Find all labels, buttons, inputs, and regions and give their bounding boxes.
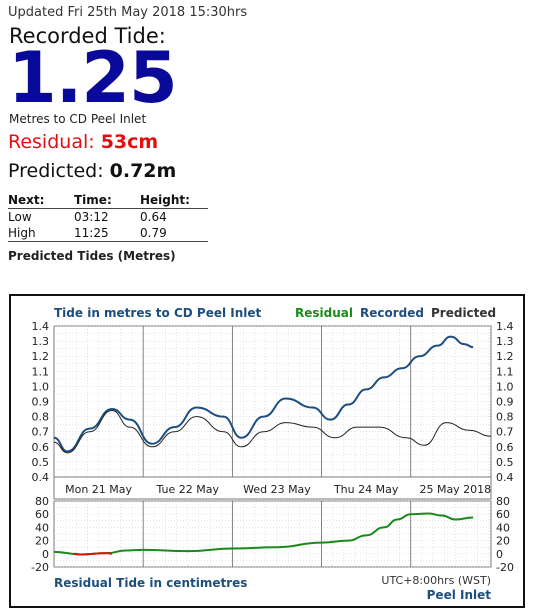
residual-y-tick-left: 60 <box>35 508 49 521</box>
predicted-tides-caption: Predicted Tides (Metres) <box>8 249 176 263</box>
table-row: Low 03:12 0.64 <box>8 209 208 226</box>
x-tick-label: 25 May 2018 <box>419 483 491 496</box>
residual-readout: Residual: 53cm <box>8 131 158 153</box>
residual-y-tick-left: 0 <box>42 548 49 561</box>
y-tick-label-left: 1.2 <box>32 350 50 363</box>
y-tick-label-right: 1.0 <box>496 380 514 393</box>
table-row: High 11:25 0.79 <box>8 225 208 242</box>
residual-series-line <box>53 512 474 556</box>
residual-y-tick-left: 80 <box>35 495 49 508</box>
residual-y-tick-left: 20 <box>35 535 49 548</box>
x-label-band <box>53 476 492 500</box>
residual-y-tick-left: -20 <box>31 561 49 574</box>
y-tick-label-right: 0.8 <box>496 411 514 424</box>
residual-value: 53cm <box>100 131 159 153</box>
y-tick-label-left: 1.3 <box>32 335 50 348</box>
x-tick-label: Wed 23 May <box>243 483 311 496</box>
legend-residual: Residual <box>295 306 353 320</box>
residual-plot-area <box>53 500 492 568</box>
y-tick-label-right: 0.7 <box>496 426 514 439</box>
y-tick-label-left: 0.9 <box>32 396 50 409</box>
location-label: Peel Inlet <box>427 588 492 602</box>
top-plot-area <box>53 325 492 478</box>
table-header-row: Next: Time: Height: <box>8 192 208 209</box>
predicted-series-line <box>53 410 492 454</box>
y-tick-label-left: 0.6 <box>32 441 50 454</box>
y-tick-label-right: 1.4 <box>496 320 514 333</box>
row-time: 03:12 <box>74 210 109 224</box>
predicted-value: 0.72m <box>109 160 177 182</box>
predicted-readout: Predicted: 0.72m <box>8 160 176 182</box>
row-type: High <box>8 225 74 242</box>
y-tick-label-right: 1.3 <box>496 335 514 348</box>
header-height: Height: <box>140 192 208 209</box>
recorded-tide-unit: Metres to CD Peel Inlet <box>9 112 147 126</box>
y-tick-label-right: 1.2 <box>496 350 514 363</box>
residual-negative-segment <box>73 552 113 556</box>
y-tick-label-left: 1.0 <box>32 380 50 393</box>
residual-label: Residual: <box>8 131 101 153</box>
residual-y-tick-right: 40 <box>496 521 510 534</box>
residual-y-tick-right: 0 <box>496 548 503 561</box>
y-tick-label-right: 0.5 <box>496 456 514 469</box>
row-type: Low <box>8 210 32 224</box>
row-height: 0.64 <box>140 210 167 224</box>
residual-chart-title: Residual Tide in centimetres <box>54 576 247 590</box>
header-next: Next: <box>8 192 74 209</box>
updated-timestamp: Updated Fri 25th May 2018 15:30hrs <box>8 5 248 20</box>
chart-title: Tide in metres to CD Peel Inlet <box>54 306 262 320</box>
y-tick-label-right: 1.1 <box>496 365 514 378</box>
tide-chart: Tide in metres to CD Peel Inlet Residual… <box>31 306 514 602</box>
legend-predicted: Predicted <box>431 306 496 320</box>
residual-y-tick-right: 20 <box>496 535 510 548</box>
row-height: 0.79 <box>140 225 208 242</box>
timezone-label: UTC+8:00hrs (WST) <box>381 574 491 587</box>
y-tick-label-left: 0.7 <box>32 426 50 439</box>
x-tick-label: Tue 22 May <box>156 483 220 496</box>
tide-chart-frame: Tide in metres to CD Peel Inlet Residual… <box>9 294 525 608</box>
recorded-series-line <box>53 335 474 453</box>
y-tick-label-left: 0.8 <box>32 411 50 424</box>
residual-y-tick-right: -20 <box>496 561 514 574</box>
y-tick-label-right: 0.4 <box>496 471 514 484</box>
y-tick-label-left: 1.4 <box>32 320 50 333</box>
y-tick-label-left: 0.4 <box>32 471 50 484</box>
row-time: 11:25 <box>74 225 140 242</box>
header-time: Time: <box>74 192 140 209</box>
legend-recorded: Recorded <box>360 306 424 320</box>
recorded-tide-title: Recorded Tide: <box>9 24 166 48</box>
residual-y-tick-right: 60 <box>496 508 510 521</box>
y-tick-label-left: 1.1 <box>32 365 50 378</box>
recorded-tide-value: 1.25 <box>8 37 178 119</box>
residual-y-tick-left: 40 <box>35 521 49 534</box>
y-tick-label-right: 0.6 <box>496 441 514 454</box>
predicted-label: Predicted: <box>8 160 110 182</box>
next-tides-table: Next: Time: Height: Low 03:12 0.64 High … <box>8 192 208 242</box>
y-tick-label-left: 0.5 <box>32 456 50 469</box>
y-tick-label-right: 0.9 <box>496 396 514 409</box>
x-tick-label: Mon 21 May <box>65 483 132 496</box>
residual-y-tick-right: 80 <box>496 495 510 508</box>
x-tick-label: Thu 24 May <box>333 483 399 496</box>
